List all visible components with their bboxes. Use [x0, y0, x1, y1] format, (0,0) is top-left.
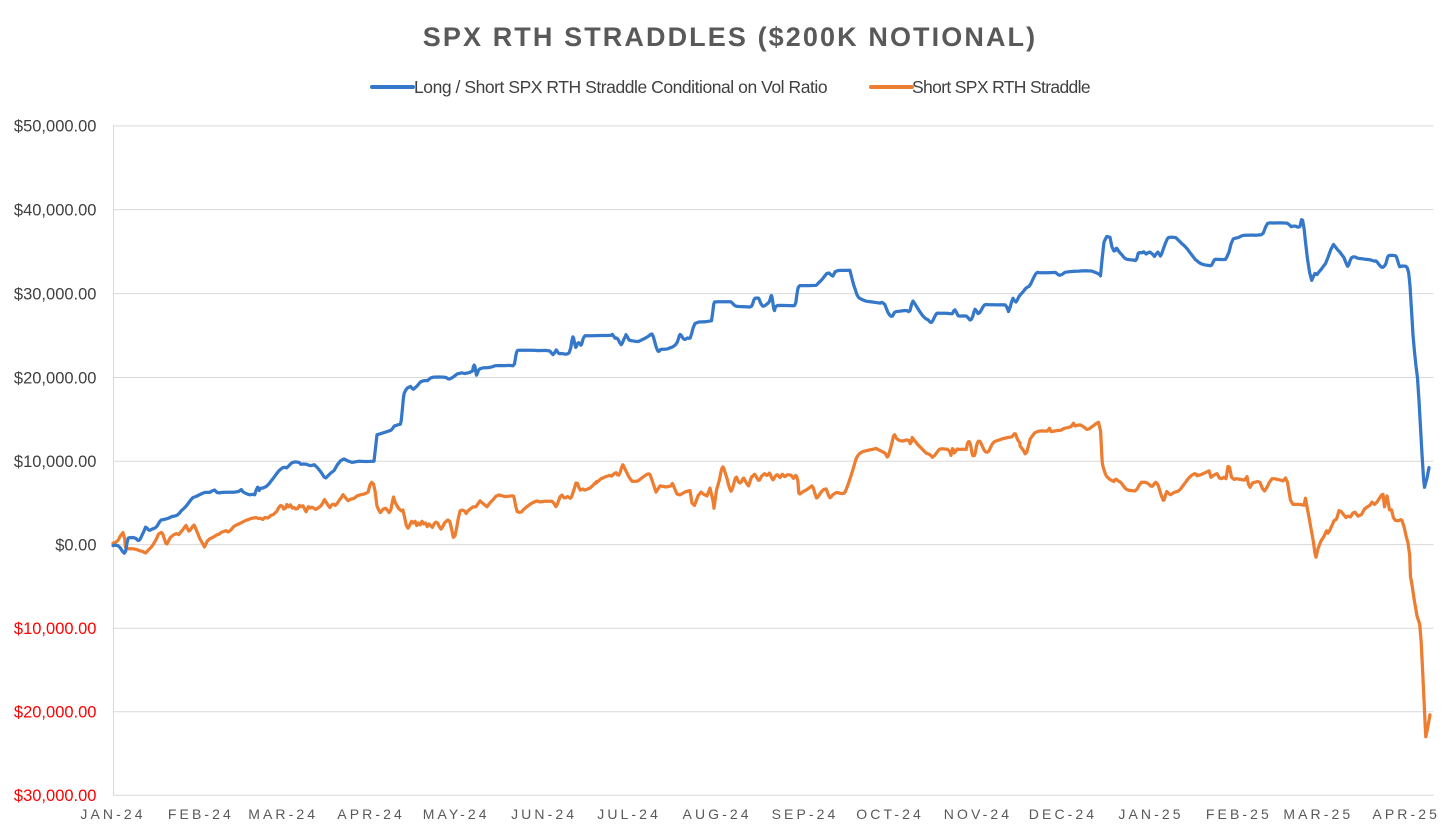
- svg-text:JUL-24: JUL-24: [597, 806, 661, 822]
- svg-text:APR-25: APR-25: [1372, 806, 1440, 822]
- svg-text:NOV-24: NOV-24: [944, 806, 1012, 822]
- svg-text:JAN-25: JAN-25: [1118, 806, 1183, 822]
- svg-text:FEB-25: FEB-25: [1206, 806, 1272, 822]
- svg-text:$30,000.00: $30,000.00: [14, 285, 97, 303]
- svg-text:$20,000.00: $20,000.00: [14, 704, 97, 722]
- svg-text:OCT-24: OCT-24: [856, 806, 924, 822]
- svg-text:$20,000.00: $20,000.00: [14, 369, 97, 387]
- svg-text:$10,000.00: $10,000.00: [14, 620, 97, 638]
- svg-text:$10,000.00: $10,000.00: [14, 453, 97, 471]
- svg-text:Short SPX RTH Straddle: Short SPX RTH Straddle: [912, 77, 1090, 97]
- svg-text:APR-24: APR-24: [337, 806, 405, 822]
- svg-text:FEB-24: FEB-24: [168, 806, 234, 822]
- svg-text:SEP-24: SEP-24: [772, 806, 839, 822]
- svg-text:MAR-25: MAR-25: [1283, 806, 1353, 822]
- svg-text:$30,000.00: $30,000.00: [14, 787, 97, 805]
- svg-text:DEC-24: DEC-24: [1029, 806, 1097, 822]
- svg-text:$0.00: $0.00: [55, 536, 96, 554]
- svg-text:$40,000.00: $40,000.00: [14, 201, 97, 219]
- svg-text:$50,000.00: $50,000.00: [14, 118, 97, 136]
- svg-text:SPX RTH STRADDLES ($200K NOTIO: SPX RTH STRADDLES ($200K NOTIONAL): [423, 22, 1037, 52]
- svg-text:MAY-24: MAY-24: [423, 806, 490, 822]
- svg-text:MAR-24: MAR-24: [248, 806, 318, 822]
- svg-text:Long / Short SPX RTH Straddle: Long / Short SPX RTH Straddle Conditiona…: [414, 77, 827, 97]
- svg-text:JUN-24: JUN-24: [511, 806, 577, 822]
- svg-text:JAN-24: JAN-24: [80, 806, 145, 822]
- svg-text:AUG-24: AUG-24: [683, 806, 752, 822]
